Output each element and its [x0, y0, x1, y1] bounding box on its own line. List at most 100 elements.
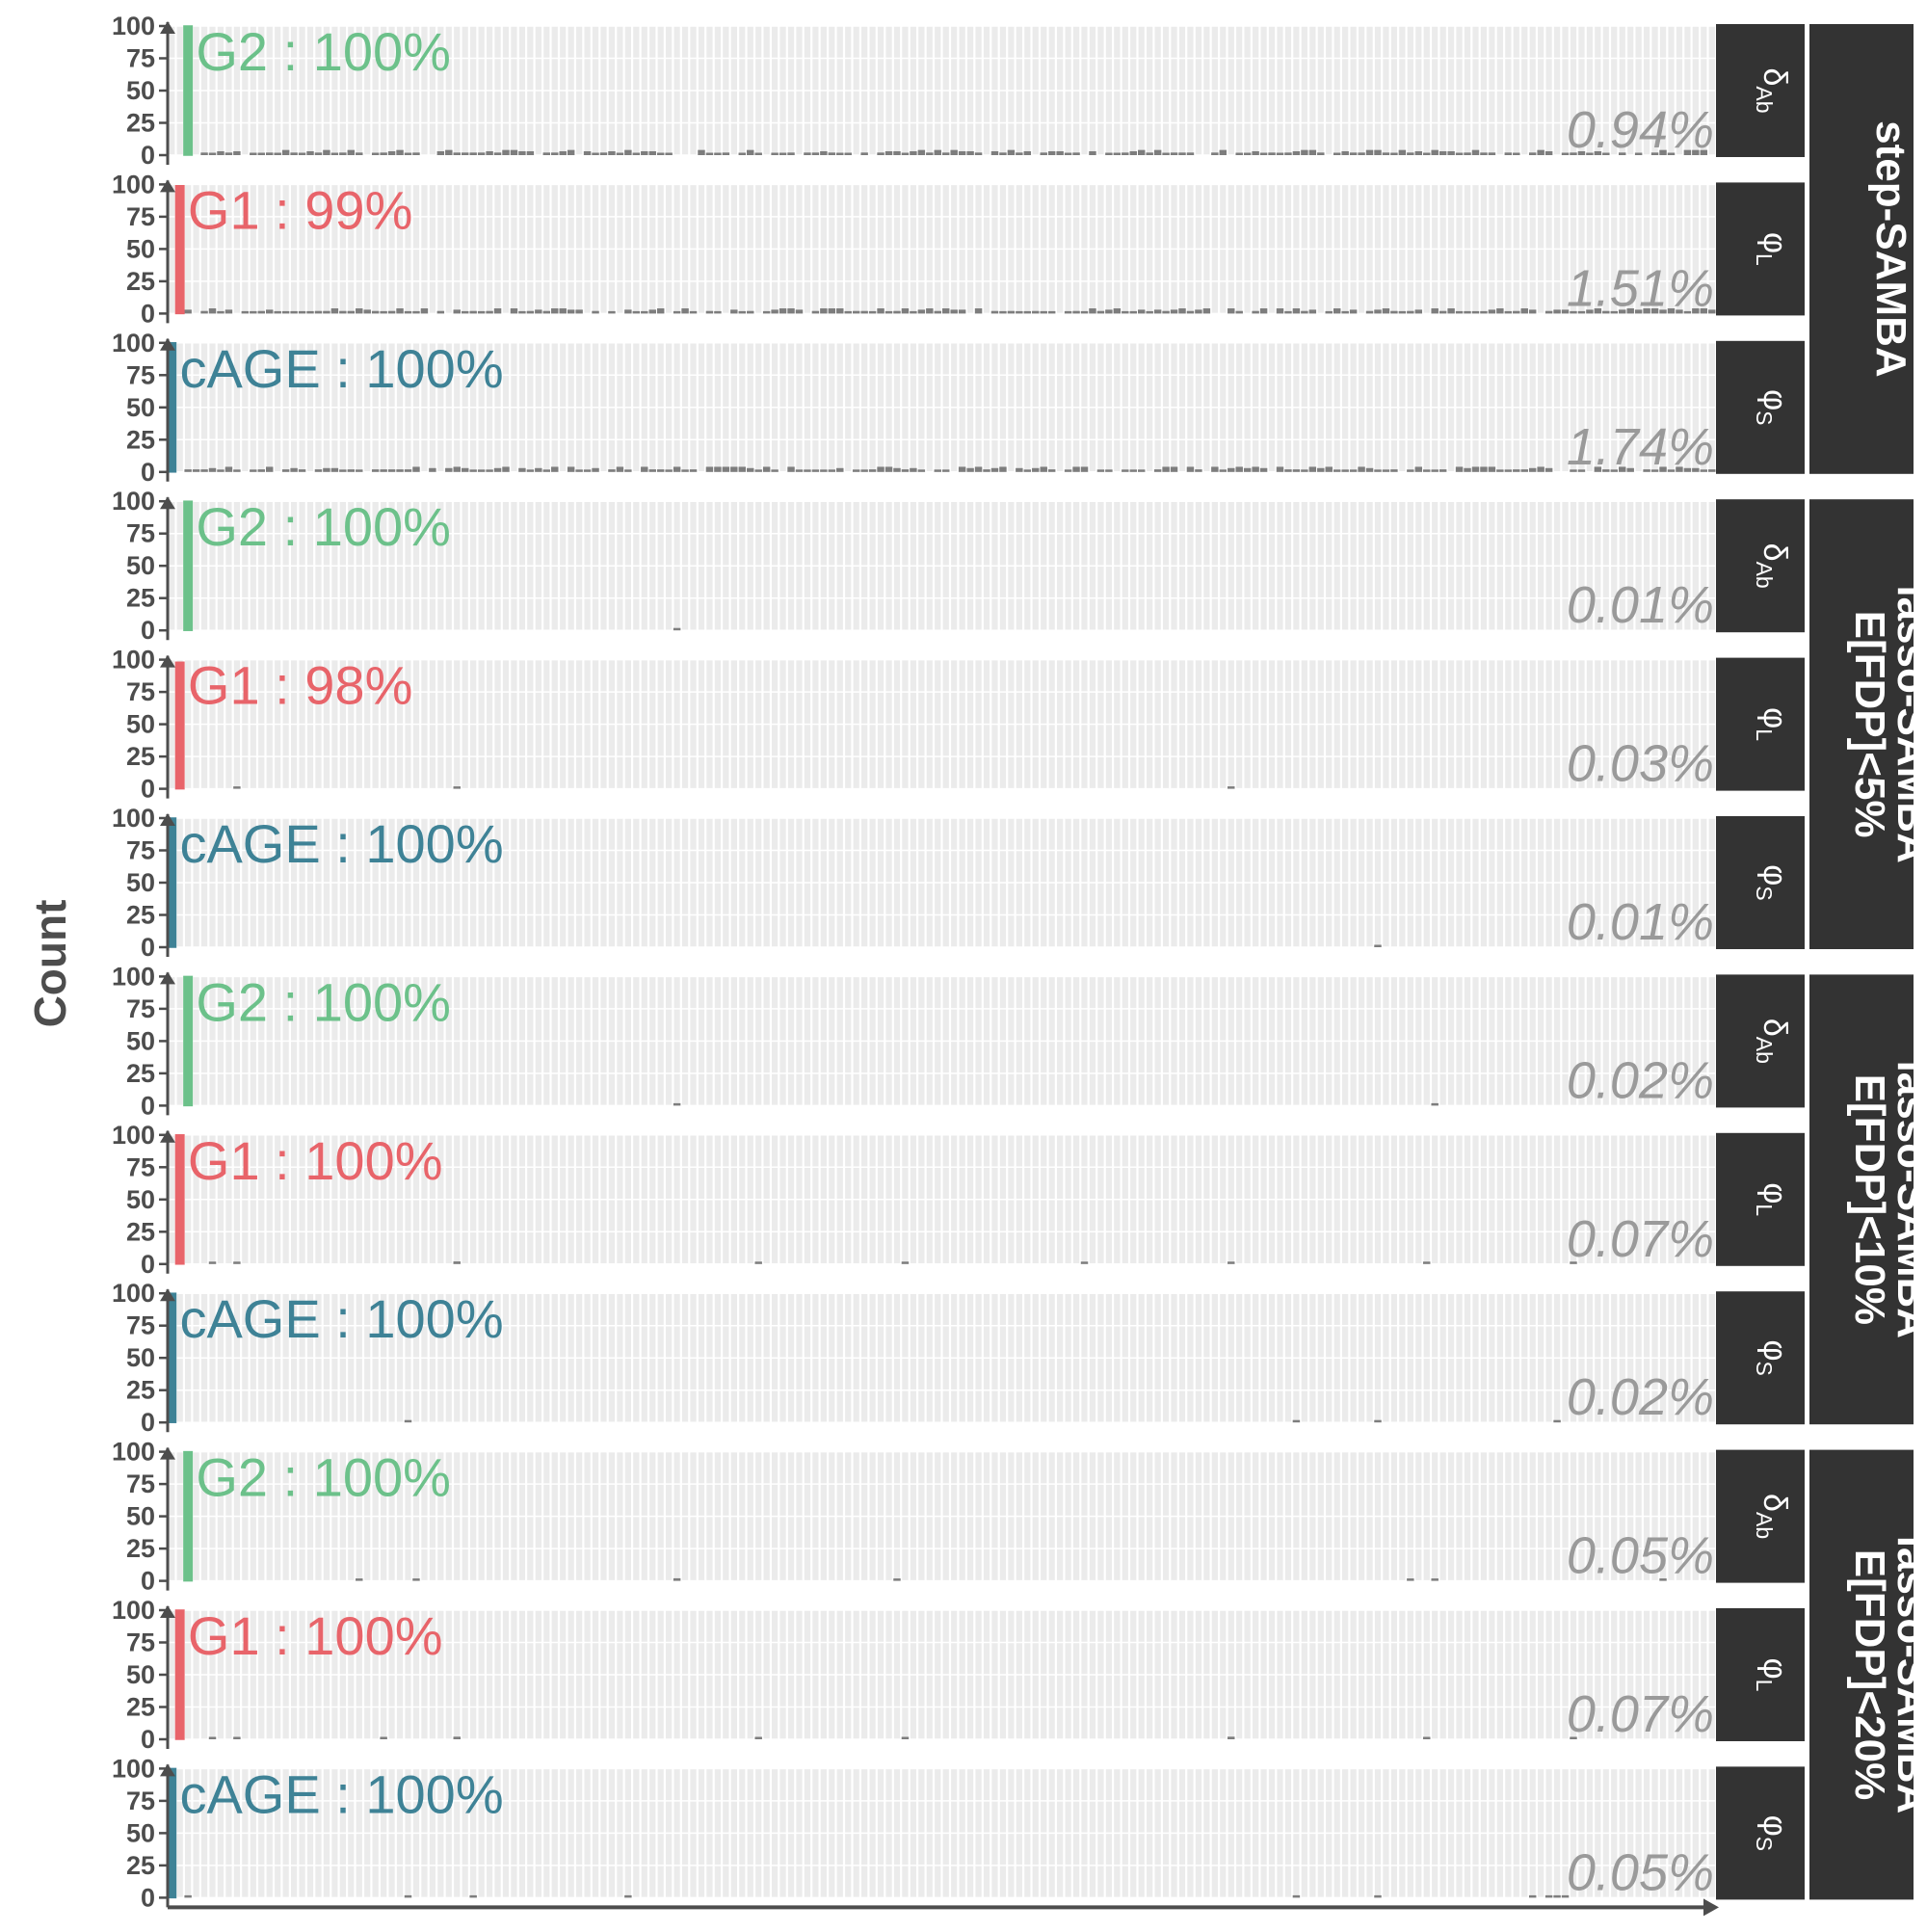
y-tick-label: 75 [126, 519, 155, 548]
background-bar [1195, 469, 1202, 472]
background-bar [575, 469, 583, 472]
background-bar [1504, 469, 1513, 472]
background-bar [542, 310, 551, 314]
background-bar [1414, 150, 1423, 155]
background-bar [730, 466, 738, 472]
background-bar [754, 1736, 762, 1739]
method-strip-label: lasso-SAMBA [1888, 1061, 1927, 1339]
background-bar [1619, 309, 1626, 314]
background-bar [950, 309, 958, 314]
background-bar [665, 152, 673, 155]
background-bar [567, 466, 575, 472]
background-bar [1423, 152, 1431, 155]
background-bar [1398, 310, 1407, 314]
background-bar [754, 469, 762, 472]
background-bar [1227, 467, 1235, 472]
background-bar [852, 310, 860, 314]
background-bar [1619, 466, 1626, 472]
y-tick-label: 50 [126, 1343, 155, 1372]
background-bar [974, 466, 983, 472]
parameter-strip-label: φS [1752, 864, 1793, 900]
y-tick-label: 50 [126, 1818, 155, 1847]
bar-annotation: G1 : 100% [188, 1130, 443, 1191]
background-bar [1122, 152, 1129, 155]
background-bar [648, 309, 656, 314]
y-tick-label: 50 [126, 551, 155, 580]
background-bar [1243, 152, 1252, 155]
y-tick-label: 75 [126, 44, 155, 73]
background-bar [493, 308, 502, 314]
background-bar [860, 469, 868, 472]
background-bar [1471, 310, 1480, 314]
y-tick-label: 100 [112, 1279, 155, 1308]
background-bar [738, 466, 747, 472]
background-bar [1683, 467, 1692, 472]
parameter-strip-label: φS [1752, 1340, 1793, 1376]
background-bar [1325, 466, 1333, 472]
background-bar [1676, 466, 1683, 472]
background-bar [1390, 469, 1398, 472]
background-bar [1480, 310, 1488, 314]
background-bar [893, 467, 901, 472]
parameter-strip [1716, 1132, 1805, 1266]
background-bar [1333, 308, 1341, 314]
background-bar [250, 310, 257, 314]
background-bar [412, 1578, 420, 1581]
background-bar [974, 308, 983, 314]
background-bar [371, 469, 380, 472]
background-bar [999, 152, 1007, 155]
background-bar [1129, 310, 1137, 314]
background-bar [1455, 310, 1464, 314]
y-tick-label: 75 [126, 202, 155, 231]
y-tick-label: 50 [126, 76, 155, 105]
y-tick-label: 100 [112, 329, 155, 357]
background-bar [624, 309, 632, 314]
background-bar [1023, 310, 1032, 314]
background-bar [380, 469, 387, 472]
background-bar [1513, 310, 1520, 314]
background-bar [551, 466, 559, 472]
background-bar [1692, 308, 1700, 314]
background-bar [1122, 469, 1129, 472]
y-tick-label: 75 [126, 677, 155, 706]
background-bar [1243, 467, 1252, 472]
background-bar [1374, 1894, 1382, 1898]
background-bar [1594, 466, 1602, 472]
background-bar [469, 310, 477, 314]
percent-label: 0.94% [1567, 101, 1714, 159]
background-bar [656, 152, 665, 155]
y-tick-label: 25 [126, 425, 155, 454]
background-bar [1667, 152, 1676, 155]
background-bar [1471, 149, 1480, 155]
background-bar [1700, 308, 1708, 314]
background-bar [330, 152, 339, 155]
background-bar [429, 467, 436, 472]
background-bar [1072, 310, 1080, 314]
panel-11: G1 : 100% 0.07% 100 75 50 25 0 φL [112, 1596, 1805, 1754]
y-axis-arrow [160, 1605, 175, 1618]
background-bar [1252, 150, 1259, 155]
background-bar [714, 152, 722, 155]
background-bar [469, 469, 477, 472]
background-bar [1072, 466, 1080, 472]
background-bar [200, 310, 208, 314]
background-bar [1431, 1578, 1439, 1581]
percent-label: 0.07% [1567, 1210, 1714, 1268]
background-bar [1423, 469, 1431, 472]
background-bar [1586, 152, 1594, 155]
background-bar [1496, 308, 1504, 314]
background-bar [412, 310, 420, 314]
y-tick-label: 100 [112, 962, 155, 991]
background-bar [608, 310, 616, 314]
background-bar [1146, 152, 1153, 155]
background-bar [754, 152, 762, 155]
background-bar [828, 152, 836, 155]
highlight-bar-g1 [174, 661, 185, 790]
background-bar [436, 310, 445, 314]
background-bar [1471, 466, 1480, 472]
background-bar [1096, 310, 1105, 314]
y-axis-arrow [160, 337, 175, 351]
background-bar [493, 467, 502, 472]
background-bar [787, 152, 795, 155]
